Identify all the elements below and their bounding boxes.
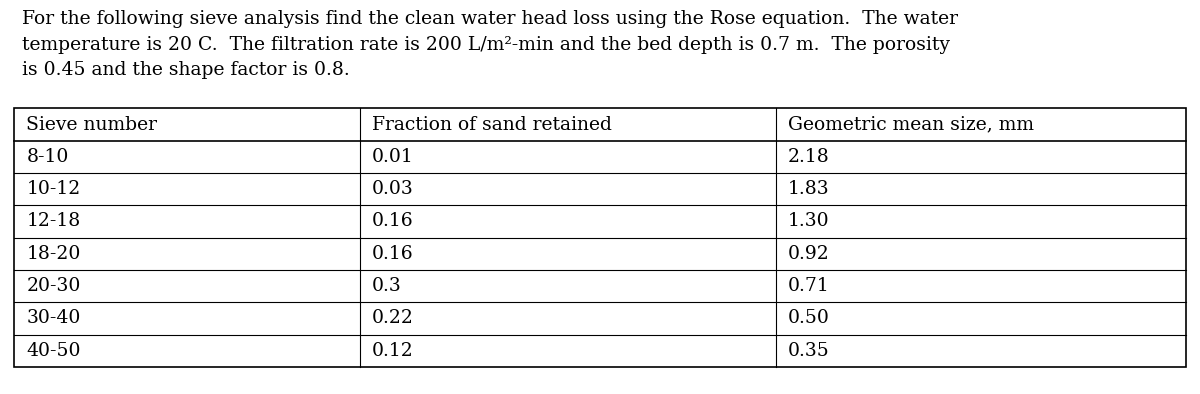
Text: 0.03: 0.03 <box>372 180 414 198</box>
Text: 0.3: 0.3 <box>372 277 402 295</box>
Text: Fraction of sand retained: Fraction of sand retained <box>372 115 612 134</box>
Text: 0.50: 0.50 <box>787 309 829 327</box>
Text: 18-20: 18-20 <box>26 245 80 263</box>
Text: 0.01: 0.01 <box>372 148 414 166</box>
Text: 0.16: 0.16 <box>372 245 414 263</box>
Text: 8-10: 8-10 <box>26 148 68 166</box>
Text: 10-12: 10-12 <box>26 180 80 198</box>
Text: 1.30: 1.30 <box>787 212 829 230</box>
Text: 2.18: 2.18 <box>787 148 829 166</box>
Text: 12-18: 12-18 <box>26 212 80 230</box>
Bar <box>14 108 1186 367</box>
Text: 1.83: 1.83 <box>787 180 829 198</box>
Text: 20-30: 20-30 <box>26 277 80 295</box>
Text: Geometric mean size, mm: Geometric mean size, mm <box>787 115 1033 134</box>
Text: 0.12: 0.12 <box>372 342 414 360</box>
Text: 0.71: 0.71 <box>787 277 829 295</box>
Text: 40-50: 40-50 <box>26 342 80 360</box>
Text: 0.16: 0.16 <box>372 212 414 230</box>
Text: 0.92: 0.92 <box>787 245 829 263</box>
Text: 0.22: 0.22 <box>372 309 414 327</box>
Text: Sieve number: Sieve number <box>26 115 157 134</box>
Text: For the following sieve analysis find the clean water head loss using the Rose e: For the following sieve analysis find th… <box>22 10 958 79</box>
Text: 30-40: 30-40 <box>26 309 80 327</box>
Text: 0.35: 0.35 <box>787 342 829 360</box>
